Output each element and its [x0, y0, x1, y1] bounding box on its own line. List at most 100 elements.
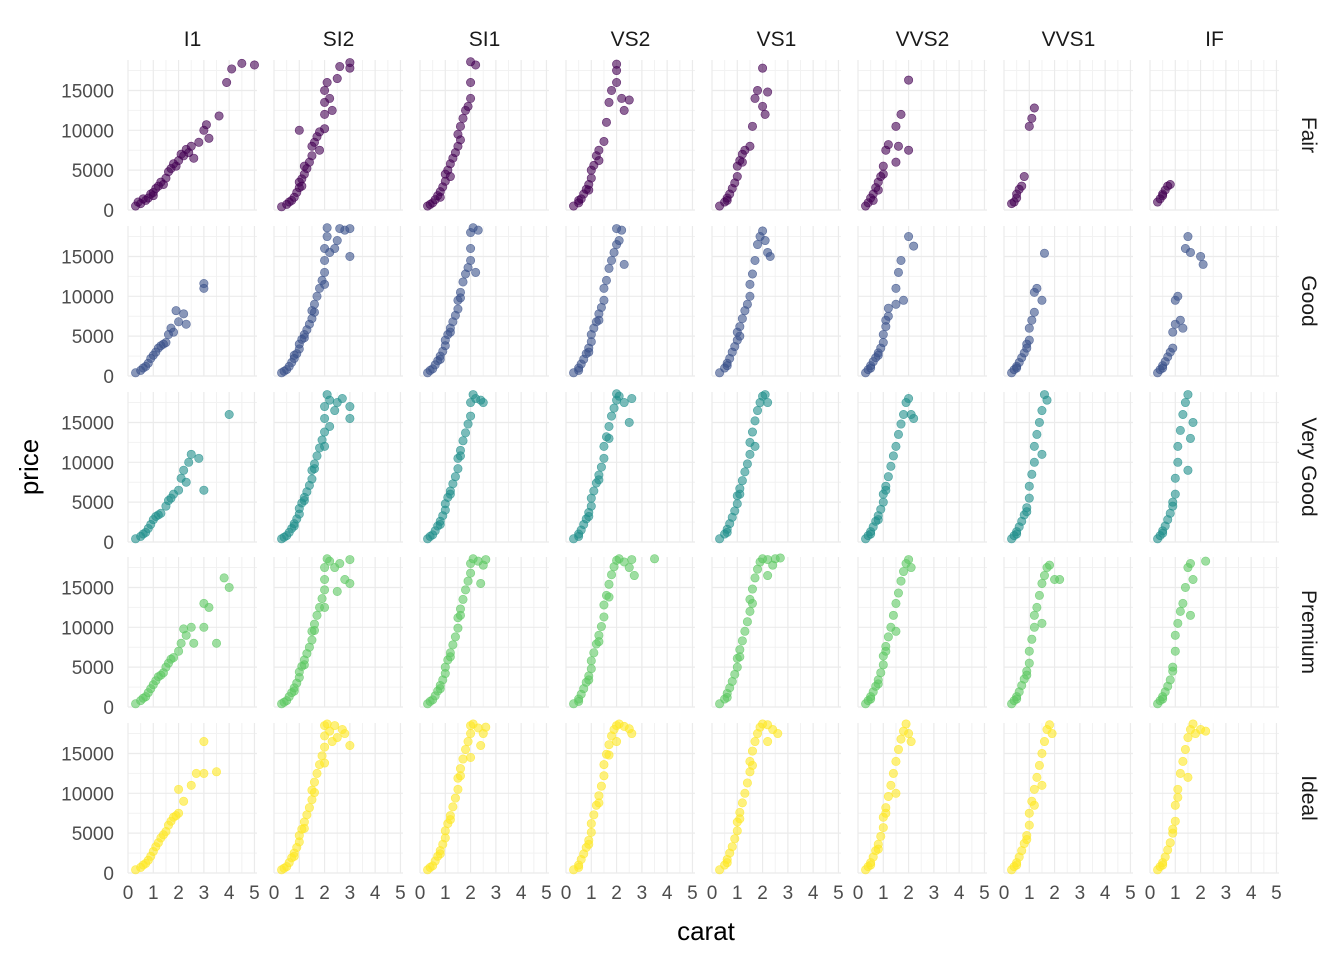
data-point — [594, 475, 604, 485]
data-point — [345, 578, 355, 588]
data-point — [466, 411, 476, 421]
y-tick-label: 0 — [103, 201, 114, 222]
data-point — [158, 339, 168, 349]
data-point — [138, 693, 148, 703]
data-point — [455, 451, 465, 461]
data-point — [594, 156, 604, 166]
panel-premium-vs2 — [565, 554, 695, 709]
data-point — [1024, 121, 1034, 131]
data-point — [1027, 315, 1037, 325]
panel-fair-if — [1149, 60, 1279, 211]
data-point — [309, 788, 319, 798]
data-point — [309, 625, 319, 635]
data-point — [896, 576, 906, 586]
data-point — [138, 194, 148, 204]
panel-good-si1 — [419, 223, 549, 378]
data-point — [607, 411, 617, 421]
data-point — [775, 553, 785, 563]
data-point — [320, 279, 330, 289]
data-point — [1183, 390, 1193, 400]
data-point — [1037, 578, 1047, 588]
data-point — [737, 476, 747, 486]
data-point — [212, 638, 222, 648]
data-point — [1039, 571, 1049, 581]
data-point — [891, 157, 901, 167]
data-point — [904, 729, 914, 739]
data-point — [604, 750, 614, 760]
data-point — [599, 612, 609, 622]
data-point — [612, 737, 622, 747]
data-point — [425, 531, 435, 541]
data-point — [320, 585, 330, 595]
data-point — [445, 327, 455, 337]
data-point — [722, 858, 732, 868]
data-point — [604, 263, 614, 273]
data-point — [174, 646, 184, 656]
data-point — [453, 464, 463, 474]
data-point — [1168, 327, 1178, 337]
data-point — [345, 224, 355, 234]
data-point — [881, 646, 891, 656]
data-point — [1175, 315, 1185, 325]
x-tick-label: 0 — [415, 883, 426, 904]
data-point — [445, 489, 455, 499]
data-point — [435, 519, 445, 529]
data-point — [224, 409, 234, 419]
data-point — [753, 406, 763, 416]
data-point — [299, 660, 309, 670]
data-point — [455, 293, 465, 303]
data-point — [1029, 800, 1039, 810]
data-point — [612, 77, 622, 87]
data-point — [445, 172, 455, 182]
data-point — [1183, 232, 1193, 242]
data-point — [722, 361, 732, 371]
data-point — [332, 74, 342, 84]
panel-ideal-vvs2 — [857, 719, 987, 875]
data-point — [866, 529, 876, 539]
data-point — [1170, 630, 1180, 640]
data-point — [335, 62, 345, 72]
data-point — [1158, 528, 1168, 538]
data-point — [1183, 733, 1193, 743]
data-point — [893, 267, 903, 277]
data-point — [607, 255, 617, 265]
data-point — [315, 145, 325, 155]
data-point — [312, 610, 322, 620]
data-point — [204, 602, 214, 612]
data-point — [463, 737, 473, 747]
data-point — [888, 451, 898, 461]
data-point — [289, 851, 299, 861]
data-point — [179, 796, 189, 806]
data-point — [745, 606, 755, 616]
data-point — [601, 117, 611, 127]
y-tick-label: 10000 — [61, 121, 114, 142]
data-point — [883, 472, 893, 482]
data-point — [199, 279, 209, 289]
data-point — [742, 299, 752, 309]
data-point — [204, 133, 214, 143]
data-point — [1039, 737, 1049, 747]
x-tick-label: 0 — [853, 883, 864, 904]
data-point — [1173, 441, 1183, 451]
data-point — [453, 623, 463, 633]
data-point — [763, 398, 773, 408]
data-point — [1185, 610, 1195, 620]
panel-very-good-vvs2 — [857, 392, 987, 544]
data-point — [747, 121, 757, 131]
data-point — [320, 85, 330, 95]
data-point — [727, 842, 737, 852]
data-point — [466, 77, 476, 87]
data-point — [604, 421, 614, 431]
data-point — [740, 626, 750, 636]
x-tick-label: 5 — [1125, 883, 1136, 904]
data-point — [732, 499, 742, 509]
y-tick-label: 10000 — [61, 453, 114, 474]
y-tick-label: 15000 — [61, 744, 114, 765]
data-point — [735, 331, 745, 341]
data-point — [174, 317, 184, 327]
data-point — [878, 338, 888, 348]
panel-good-vvs2 — [857, 226, 987, 378]
data-point — [1024, 808, 1034, 818]
data-point — [455, 135, 465, 145]
panel-ideal-vs2 — [565, 719, 695, 875]
